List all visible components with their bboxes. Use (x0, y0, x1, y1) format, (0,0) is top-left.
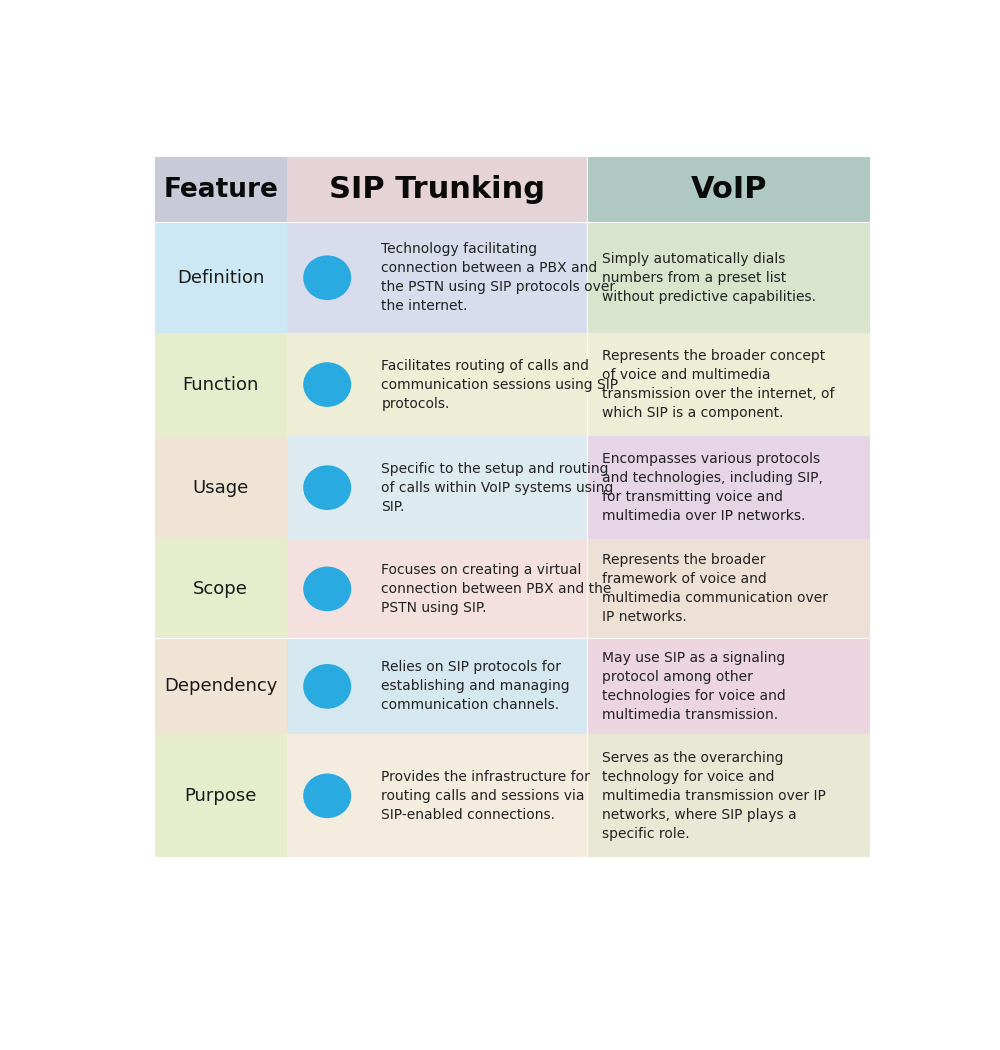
FancyBboxPatch shape (155, 638, 287, 734)
Text: Scope: Scope (193, 580, 248, 597)
Ellipse shape (303, 362, 351, 407)
Text: Represents the broader
framework of voice and
multimedia communication over
IP n: Represents the broader framework of voic… (602, 553, 828, 625)
FancyBboxPatch shape (588, 437, 870, 539)
FancyBboxPatch shape (155, 734, 287, 857)
Text: Technology facilitating
connection between a PBX and
the PSTN using SIP protocol: Technology facilitating connection betwe… (381, 243, 616, 313)
Text: Focuses on creating a virtual
connection between PBX and the
PSTN using SIP.: Focuses on creating a virtual connection… (381, 563, 612, 615)
FancyBboxPatch shape (588, 734, 870, 857)
Text: Definition: Definition (177, 269, 264, 287)
Text: VoIP: VoIP (691, 175, 767, 204)
FancyBboxPatch shape (287, 540, 587, 638)
Text: Feature: Feature (163, 176, 278, 203)
Text: Usage: Usage (193, 479, 249, 497)
Text: SIP Trunking: SIP Trunking (329, 175, 545, 204)
Text: Purpose: Purpose (185, 786, 257, 805)
FancyBboxPatch shape (155, 156, 287, 223)
FancyBboxPatch shape (155, 540, 287, 638)
Text: Specific to the setup and routing
of calls within VoIP systems using
SIP.: Specific to the setup and routing of cal… (381, 462, 614, 513)
Text: Encompasses various protocols
and technologies, including SIP,
for transmitting : Encompasses various protocols and techno… (602, 453, 823, 523)
Text: May use SIP as a signaling
protocol among other
technologies for voice and
multi: May use SIP as a signaling protocol amon… (602, 651, 785, 721)
FancyBboxPatch shape (588, 333, 870, 436)
FancyBboxPatch shape (287, 437, 587, 539)
FancyBboxPatch shape (588, 156, 870, 223)
FancyBboxPatch shape (588, 540, 870, 638)
FancyBboxPatch shape (287, 734, 587, 857)
Text: Function: Function (183, 376, 259, 394)
Text: Relies on SIP protocols for
establishing and managing
communication channels.: Relies on SIP protocols for establishing… (381, 660, 570, 712)
Text: Provides the infrastructure for
routing calls and sessions via
SIP-enabled conne: Provides the infrastructure for routing … (381, 770, 590, 822)
Ellipse shape (303, 664, 351, 709)
FancyBboxPatch shape (287, 223, 587, 333)
Ellipse shape (303, 567, 351, 611)
Ellipse shape (303, 465, 351, 510)
Text: Facilitates routing of calls and
communication sessions using SIP
protocols.: Facilitates routing of calls and communi… (381, 359, 619, 411)
Text: Simply automatically dials
numbers from a preset list
without predictive capabil: Simply automatically dials numbers from … (602, 252, 816, 303)
FancyBboxPatch shape (287, 638, 587, 734)
Ellipse shape (303, 255, 351, 300)
Ellipse shape (303, 774, 351, 818)
Text: Serves as the overarching
technology for voice and
multimedia transmission over : Serves as the overarching technology for… (602, 751, 826, 841)
Text: Represents the broader concept
of voice and multimedia
transmission over the int: Represents the broader concept of voice … (602, 350, 834, 420)
FancyBboxPatch shape (155, 223, 287, 333)
FancyBboxPatch shape (287, 333, 587, 436)
Text: Dependency: Dependency (164, 677, 277, 695)
FancyBboxPatch shape (588, 223, 870, 333)
FancyBboxPatch shape (588, 638, 870, 734)
FancyBboxPatch shape (155, 333, 287, 436)
FancyBboxPatch shape (155, 437, 287, 539)
FancyBboxPatch shape (287, 156, 587, 223)
